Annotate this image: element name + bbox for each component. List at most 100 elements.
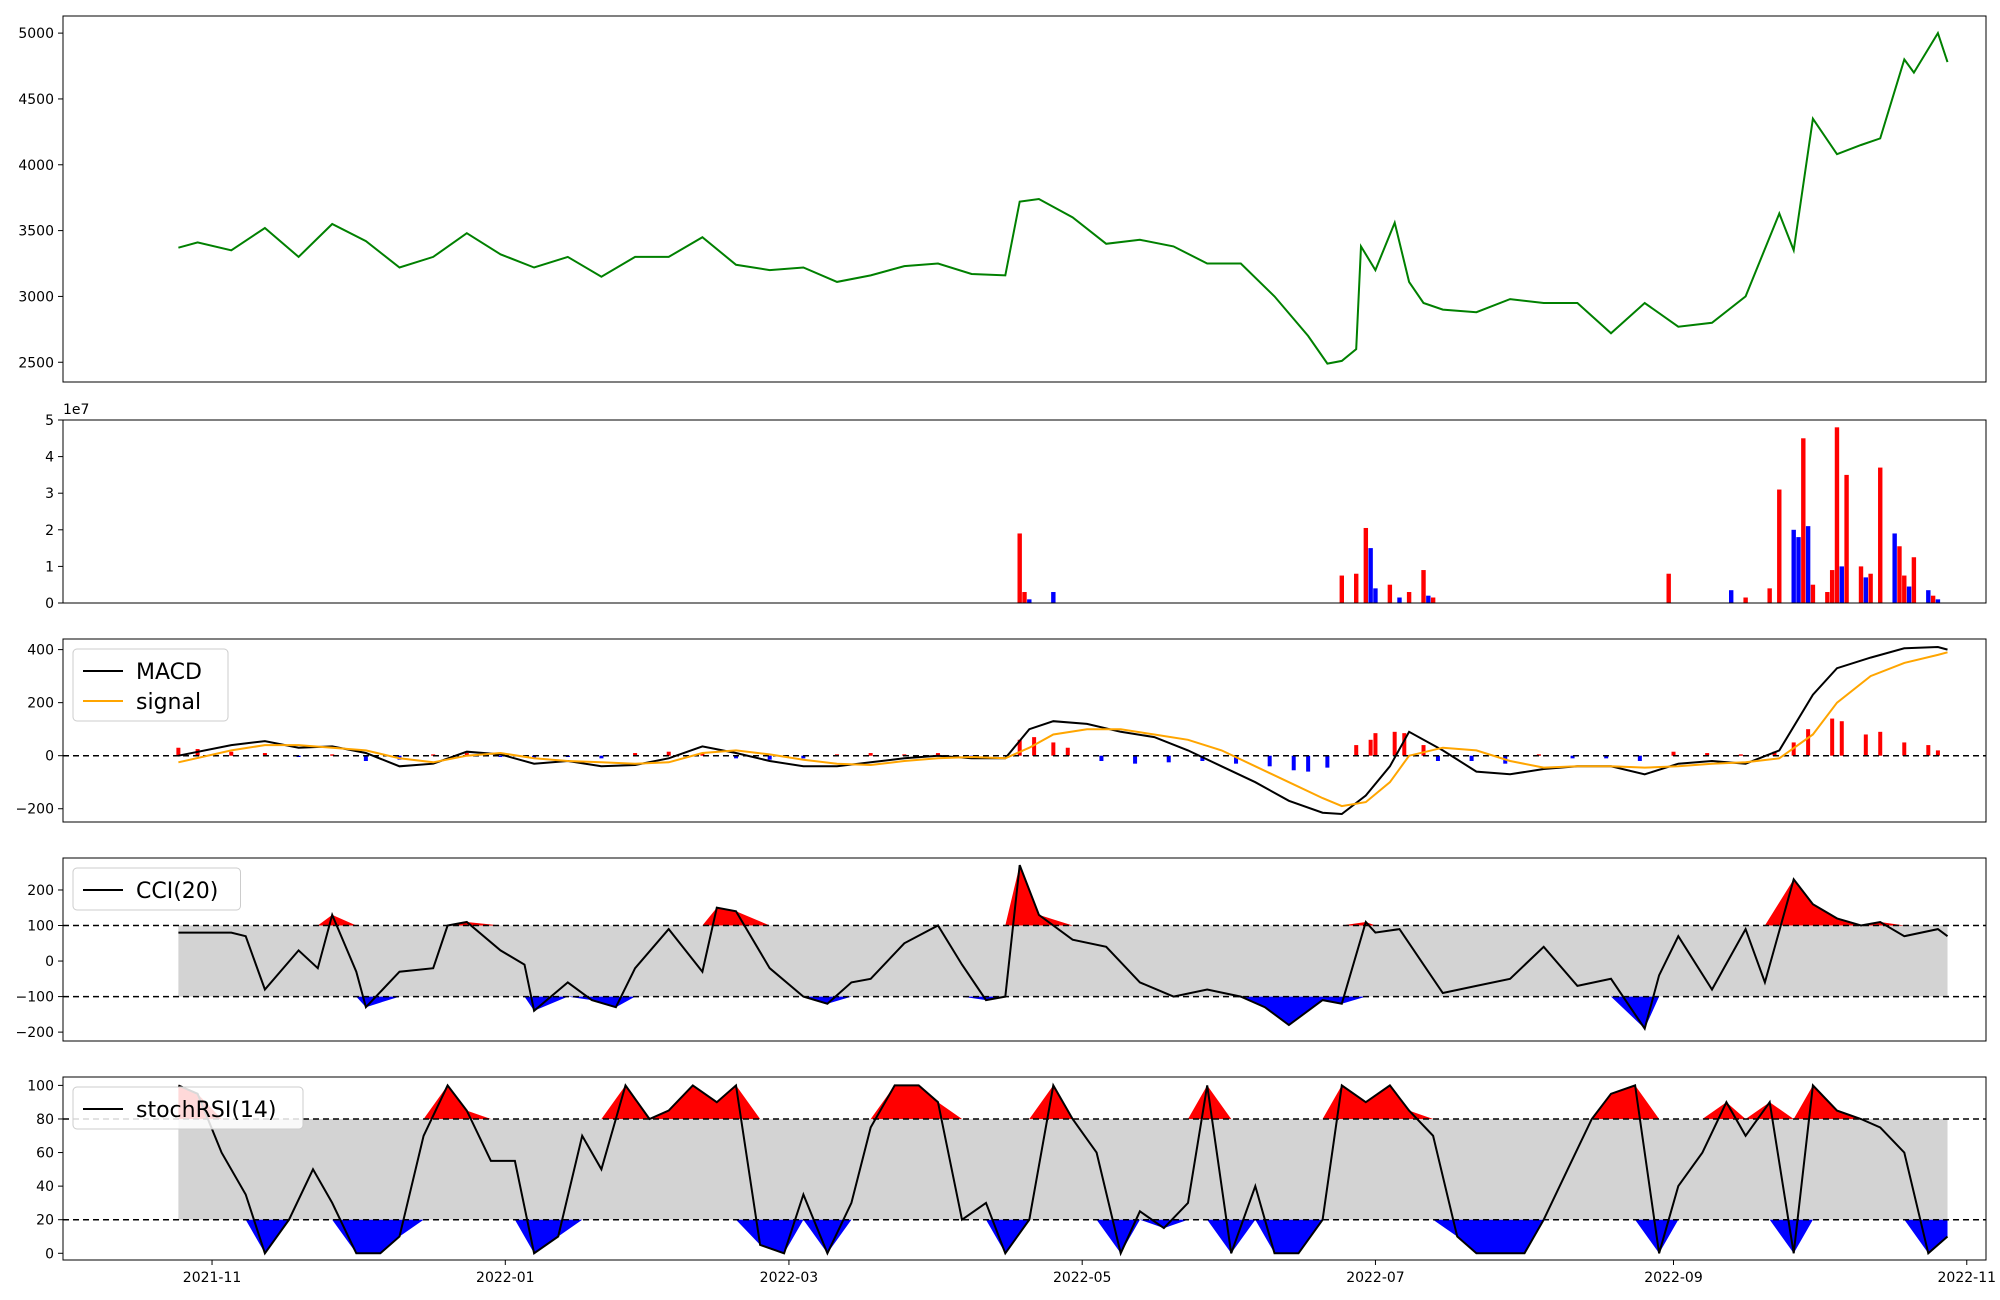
x-tick-label: 2021-11 — [183, 1270, 242, 1286]
volume-bar — [1791, 529, 1796, 603]
y-tick-label: −200 — [16, 1025, 54, 1041]
volume-bar — [1926, 590, 1931, 603]
volume-bar — [1426, 595, 1431, 603]
y-tick-label: 0 — [45, 596, 54, 612]
macd-histogram-bar — [1637, 755, 1642, 761]
plot-frame — [62, 1076, 1987, 1261]
y-tick-label: 0 — [45, 749, 54, 765]
macd-histogram-bar — [1368, 739, 1373, 756]
y-tick-label: 200 — [27, 696, 54, 712]
macd-histogram-bar — [1935, 750, 1940, 756]
plot-frame — [62, 638, 1987, 823]
volume-bar — [1844, 474, 1849, 603]
macd-histogram-bar — [1926, 745, 1931, 756]
macd-histogram-bar — [1878, 731, 1883, 756]
y-tick-label: 3500 — [18, 224, 54, 240]
cci-panel: −200 −100 0 100 200 CCI(20) — [16, 857, 1987, 1042]
macd-histogram-bar — [330, 754, 335, 756]
y-tick-label: 100 — [27, 919, 54, 935]
volume-bar — [1339, 575, 1344, 603]
x-tick-label: 2022-11 — [1938, 1270, 1997, 1286]
y-tick-label: 400 — [27, 643, 54, 659]
plot-frame — [62, 857, 1987, 1042]
oscillator-line — [177, 1082, 1949, 1257]
macd-histogram-bar — [363, 755, 368, 761]
macd-histogram-bar — [868, 753, 873, 756]
volume-bar — [1801, 438, 1806, 603]
y-tick-label: 5 — [45, 413, 54, 429]
volume-bar — [1406, 592, 1412, 603]
volume-bar — [1666, 573, 1671, 603]
macd-histogram-bar — [1830, 718, 1835, 756]
macd-histogram-bar — [599, 755, 604, 759]
y-tick-label: 0 — [45, 954, 54, 970]
y-tick-label: 3000 — [18, 289, 54, 305]
x-tick-label: 2022-05 — [1053, 1270, 1112, 1286]
macd-histogram-bar — [734, 755, 739, 759]
signal-line — [178, 651, 1948, 808]
volume-bar — [1729, 590, 1734, 603]
macd-histogram-bar — [262, 753, 267, 756]
volume-bar — [1805, 526, 1811, 603]
legend-box — [72, 867, 241, 911]
volume-bar — [1421, 570, 1426, 603]
volume-bar — [1906, 586, 1912, 603]
macd-histogram-bar — [1133, 755, 1138, 764]
volume-bar — [1051, 592, 1056, 603]
volume-bar — [1930, 595, 1936, 603]
macd-histogram-bar — [1902, 742, 1907, 756]
macd-histogram-bar — [666, 751, 671, 756]
volume-bar — [1397, 597, 1402, 603]
volume-bar — [1796, 537, 1801, 603]
plot-background — [63, 420, 1986, 603]
volume-bar — [1935, 599, 1941, 603]
macd-histogram-bar — [1705, 753, 1710, 756]
macd-histogram-bar — [1354, 745, 1359, 756]
macd-histogram-bar — [935, 753, 940, 756]
macd-histogram-bar — [532, 755, 537, 759]
macd-histogram-bar — [1863, 734, 1868, 756]
y-tick-label: 2500 — [18, 355, 54, 371]
volume-bar — [1839, 566, 1844, 603]
volume-bar — [1897, 546, 1902, 603]
macd-histogram-bar — [1099, 755, 1104, 761]
macd-histogram-bar — [1738, 754, 1743, 756]
plot-frame — [62, 419, 1987, 604]
volume-panel: 0 1 2 3 4 5 1e7 — [45, 402, 1987, 612]
y-tick-label: 200 — [27, 883, 54, 899]
volume-bar — [1743, 597, 1748, 603]
volume-bar — [1810, 584, 1816, 603]
y-tick-label: 4000 — [18, 158, 54, 174]
volume-bar — [1863, 577, 1869, 603]
oversold-fill — [245, 1219, 1948, 1254]
macd-histogram-bar — [1267, 755, 1272, 767]
volume-bar — [1829, 570, 1835, 603]
shared-x-axis: 2021-11 2022-01 2022-03 2022-05 2022-07 2022-… — [183, 1260, 1996, 1286]
volume-bar — [1902, 575, 1907, 603]
macd-histogram-bar — [1392, 731, 1397, 756]
macd-histogram-bar — [1166, 755, 1171, 763]
volume-bar — [1834, 427, 1840, 603]
macd-histogram-bar — [1435, 755, 1440, 761]
volume-bar — [1363, 527, 1369, 603]
volume-bar — [1017, 533, 1022, 603]
y-tick-label: −200 — [16, 802, 54, 818]
macd-histogram-bar — [1570, 755, 1575, 759]
volume-bar — [1858, 566, 1864, 603]
macd-histogram-bar — [1421, 745, 1426, 756]
volume-bar — [1368, 548, 1373, 603]
y-tick-label: 2 — [45, 523, 54, 539]
macd-histogram-bar — [1806, 729, 1811, 756]
volume-bar — [1825, 592, 1830, 603]
y-tick-label: 5000 — [18, 26, 54, 42]
oscillator-line — [178, 864, 1949, 1031]
legend-label: CCI(20) — [136, 879, 218, 904]
volume-bar — [1777, 489, 1782, 603]
y-tick-label: 0 — [45, 1246, 54, 1262]
neutral-band — [178, 925, 1948, 997]
volume-bar — [1911, 557, 1917, 603]
macd-histogram-bar — [1373, 733, 1378, 756]
plot-background — [63, 639, 1986, 822]
volume-offset-label: 1e7 — [63, 402, 89, 418]
macd-histogram-bar — [1671, 751, 1676, 756]
